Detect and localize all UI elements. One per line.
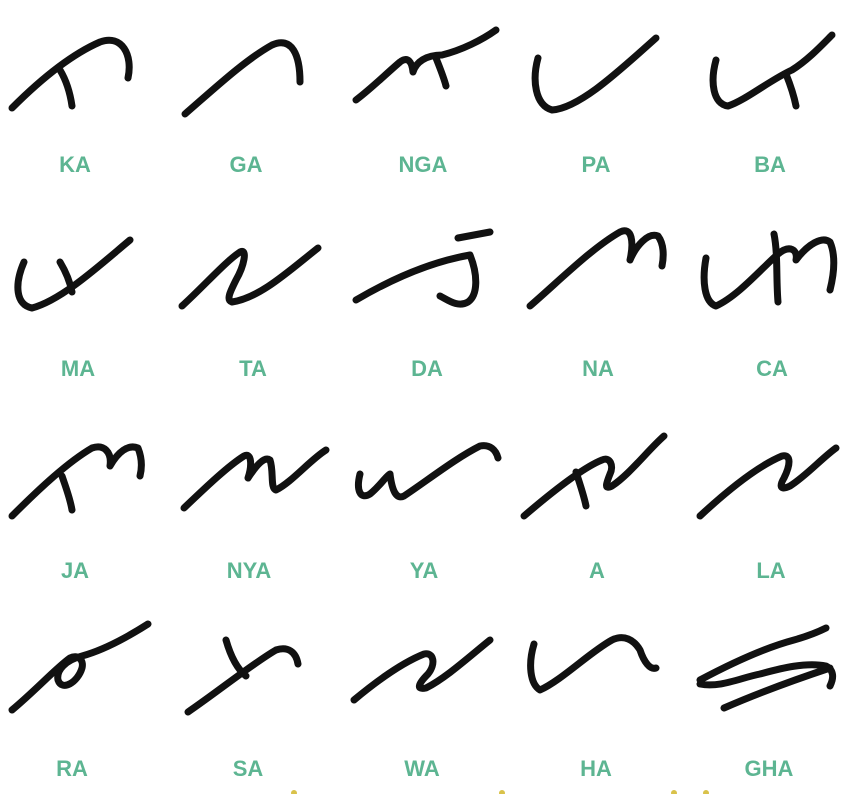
character-cell: MA <box>14 236 134 381</box>
character-label: HA <box>580 756 612 781</box>
dot <box>671 790 677 794</box>
character-cell: JA <box>8 443 145 583</box>
a-glyph <box>520 432 668 520</box>
dot <box>703 790 709 794</box>
character-label: YA <box>410 558 439 583</box>
ca-glyph <box>700 230 838 310</box>
decorative-dots <box>291 790 709 794</box>
character-cell: DA <box>352 228 494 381</box>
character-label: SA <box>233 756 264 781</box>
character-label: GHA <box>745 756 794 781</box>
character-cell: NA <box>526 227 667 381</box>
character-cell: GA <box>181 39 304 177</box>
character-cell: GHA <box>696 624 837 781</box>
character-label: MA <box>61 356 95 381</box>
character-cell: PA <box>531 34 660 177</box>
gha-glyph <box>696 624 837 712</box>
ma-glyph <box>14 236 134 312</box>
ka-glyph <box>8 36 133 112</box>
character-label: JA <box>61 558 89 583</box>
ra-glyph <box>8 620 152 714</box>
nga-glyph <box>352 26 500 104</box>
character-label: RA <box>56 756 88 781</box>
character-label: NA <box>582 356 614 381</box>
character-label: WA <box>404 756 440 781</box>
la-glyph <box>696 444 840 520</box>
sa-glyph <box>184 636 302 716</box>
ga-glyph <box>181 39 304 118</box>
character-cell: KA <box>8 36 133 177</box>
ha-glyph <box>527 634 660 694</box>
character-cell: TA <box>178 244 322 381</box>
character-cell: YA <box>354 442 502 583</box>
character-label: GA <box>230 152 263 177</box>
character-label: BA <box>754 152 786 177</box>
pa-glyph <box>531 34 660 114</box>
ya-glyph <box>354 442 502 501</box>
character-cell: A <box>520 432 668 583</box>
character-cell: WA <box>350 636 494 781</box>
character-cell: SA <box>184 636 302 781</box>
character-label: NGA <box>399 152 448 177</box>
character-label: NYA <box>227 558 272 583</box>
character-cell: NGA <box>352 26 500 177</box>
character-cell: LA <box>696 444 840 583</box>
character-cell: NYA <box>180 446 330 583</box>
character-cell: CA <box>700 230 838 381</box>
character-label: TA <box>239 356 267 381</box>
ba-glyph <box>709 31 836 110</box>
ja-glyph <box>8 443 145 520</box>
nya-glyph <box>180 446 330 512</box>
character-cell: BA <box>709 31 836 177</box>
character-label: LA <box>756 558 785 583</box>
dot <box>499 790 505 794</box>
character-cell: RA <box>8 620 152 781</box>
da-glyph <box>352 228 494 308</box>
character-label: PA <box>582 152 611 177</box>
ta-glyph <box>178 244 322 310</box>
wa-glyph <box>350 636 494 704</box>
character-label: KA <box>59 152 91 177</box>
character-label: CA <box>756 356 788 381</box>
character-label: DA <box>411 356 443 381</box>
character-cell: HA <box>527 634 660 781</box>
dot <box>291 790 297 794</box>
na-glyph <box>526 227 667 310</box>
character-label: A <box>589 558 605 583</box>
